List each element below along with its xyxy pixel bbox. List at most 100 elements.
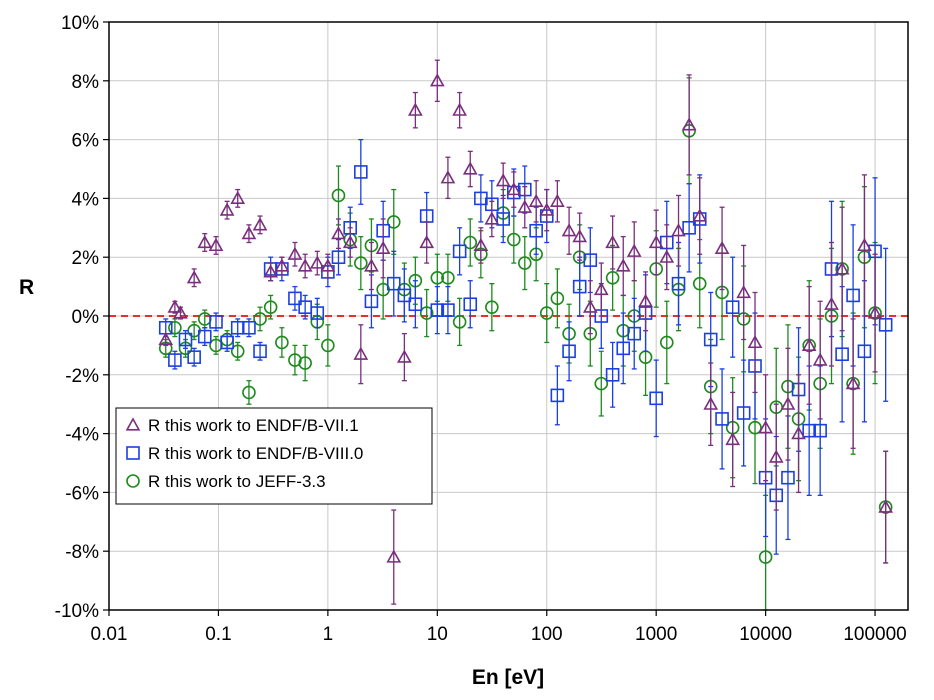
data-point-square	[550, 388, 565, 403]
data-point-triangle	[615, 258, 631, 272]
data-point-square	[736, 406, 751, 420]
data-point-square	[178, 332, 193, 347]
x-tick-label: 100	[531, 624, 563, 645]
series-triangle	[158, 59, 894, 605]
data-point-triangle	[834, 261, 850, 275]
data-point-square	[364, 294, 379, 309]
y-tick-label: -10%	[55, 601, 99, 622]
legend-label: R this work to ENDF/B-VII.1	[148, 416, 359, 435]
data-point-circle	[748, 420, 762, 435]
data-point-square	[857, 344, 872, 359]
data-point-circle	[209, 338, 223, 353]
data-point-triangle	[801, 337, 817, 352]
y-tick-label: -8%	[65, 542, 99, 563]
data-point-circle	[758, 550, 773, 564]
data-point-triangle	[208, 237, 224, 252]
y-tick-label: -2%	[65, 366, 99, 387]
data-point-triangle	[747, 334, 763, 349]
data-point-triangle	[725, 431, 741, 446]
data-point-triangle	[626, 243, 642, 257]
data-point-square	[878, 318, 893, 332]
data-point-triangle	[452, 102, 468, 116]
data-point-circle	[507, 232, 521, 247]
data-point-triangle	[158, 331, 174, 346]
data-point-square	[408, 297, 423, 312]
data-point-circle	[550, 291, 565, 306]
data-point-triangle	[714, 240, 730, 254]
data-point-triangle	[539, 202, 555, 216]
data-point-triangle	[659, 249, 675, 263]
data-point-circle	[430, 270, 445, 285]
data-point-square	[846, 288, 860, 303]
data-point-square	[441, 303, 455, 317]
data-point-square	[725, 300, 740, 314]
data-point-triangle	[263, 264, 279, 278]
data-point-circle	[263, 300, 278, 314]
data-point-square	[715, 412, 729, 426]
data-point-square	[671, 276, 686, 291]
data-point-triangle	[342, 234, 358, 249]
x-tick-label: 0.1	[205, 624, 231, 645]
data-point-triangle	[197, 234, 213, 249]
data-point-triangle	[230, 190, 246, 204]
data-point-square	[813, 423, 827, 438]
legend-marker-circle	[126, 474, 140, 488]
data-point-triangle	[419, 234, 435, 249]
data-point-circle	[275, 335, 289, 350]
data-point-triangle	[397, 349, 412, 363]
y-tick-label: 4%	[72, 189, 100, 210]
data-point-triangle	[845, 375, 861, 390]
data-point-triangle	[375, 240, 391, 254]
data-point-triangle	[495, 173, 511, 187]
data-point-square	[168, 353, 182, 367]
x-tick-label: 0.01	[91, 624, 128, 645]
data-point-triangle	[506, 181, 522, 196]
data-point-triangle	[572, 228, 588, 243]
data-point-triangle	[791, 425, 806, 440]
data-point-circle	[321, 338, 335, 353]
data-point-triangle	[241, 226, 257, 240]
data-point-circle	[594, 376, 609, 391]
data-point-triangle	[407, 102, 423, 116]
y-tick-label: 0%	[72, 307, 100, 328]
data-point-square	[583, 253, 598, 267]
data-point-triangle	[867, 305, 883, 319]
data-point-square	[649, 391, 663, 406]
data-point-triangle	[353, 346, 369, 360]
data-point-triangle	[429, 73, 445, 87]
y-tick-label: 6%	[72, 131, 100, 152]
data-point-triangle	[219, 202, 235, 216]
data-point-circle	[298, 356, 312, 370]
data-point-square	[529, 223, 543, 238]
data-point-circle	[605, 270, 620, 285]
data-point-triangle	[528, 193, 544, 207]
data-point-square	[835, 347, 849, 362]
data-point-square	[253, 344, 267, 359]
data-point-triangle	[473, 237, 489, 252]
legend-marker-triangle	[125, 417, 141, 431]
data-point-circle	[441, 270, 455, 285]
data-point-triangle	[582, 299, 598, 313]
data-point-triangle	[605, 234, 620, 249]
y-tick-label: 2%	[72, 248, 100, 269]
data-point-circle	[253, 312, 267, 326]
data-point-circle	[354, 256, 368, 270]
data-point-square	[682, 221, 696, 235]
legend: R this work to ENDF/B-VII.1 R this work t…	[115, 407, 433, 505]
data-point-circle	[517, 256, 532, 270]
data-point-circle	[485, 300, 499, 314]
legend-label: R this work to ENDF/B-VIII.0	[148, 444, 363, 463]
y-tick-label: 8%	[72, 72, 100, 93]
data-point-circle	[386, 215, 401, 229]
data-point-triangle	[703, 396, 719, 410]
x-tick-label: 10	[427, 624, 448, 645]
data-point-circle	[692, 276, 707, 291]
data-point-triangle	[386, 549, 402, 563]
y-axis-ticks: 10% 8% 6% 4% 2% 0% -2% -4% -6% -8% -10%	[55, 13, 109, 622]
data-point-circle	[539, 306, 554, 320]
legend-box	[115, 407, 433, 505]
data-point-triangle	[517, 199, 533, 213]
data-point-triangle	[768, 449, 784, 463]
